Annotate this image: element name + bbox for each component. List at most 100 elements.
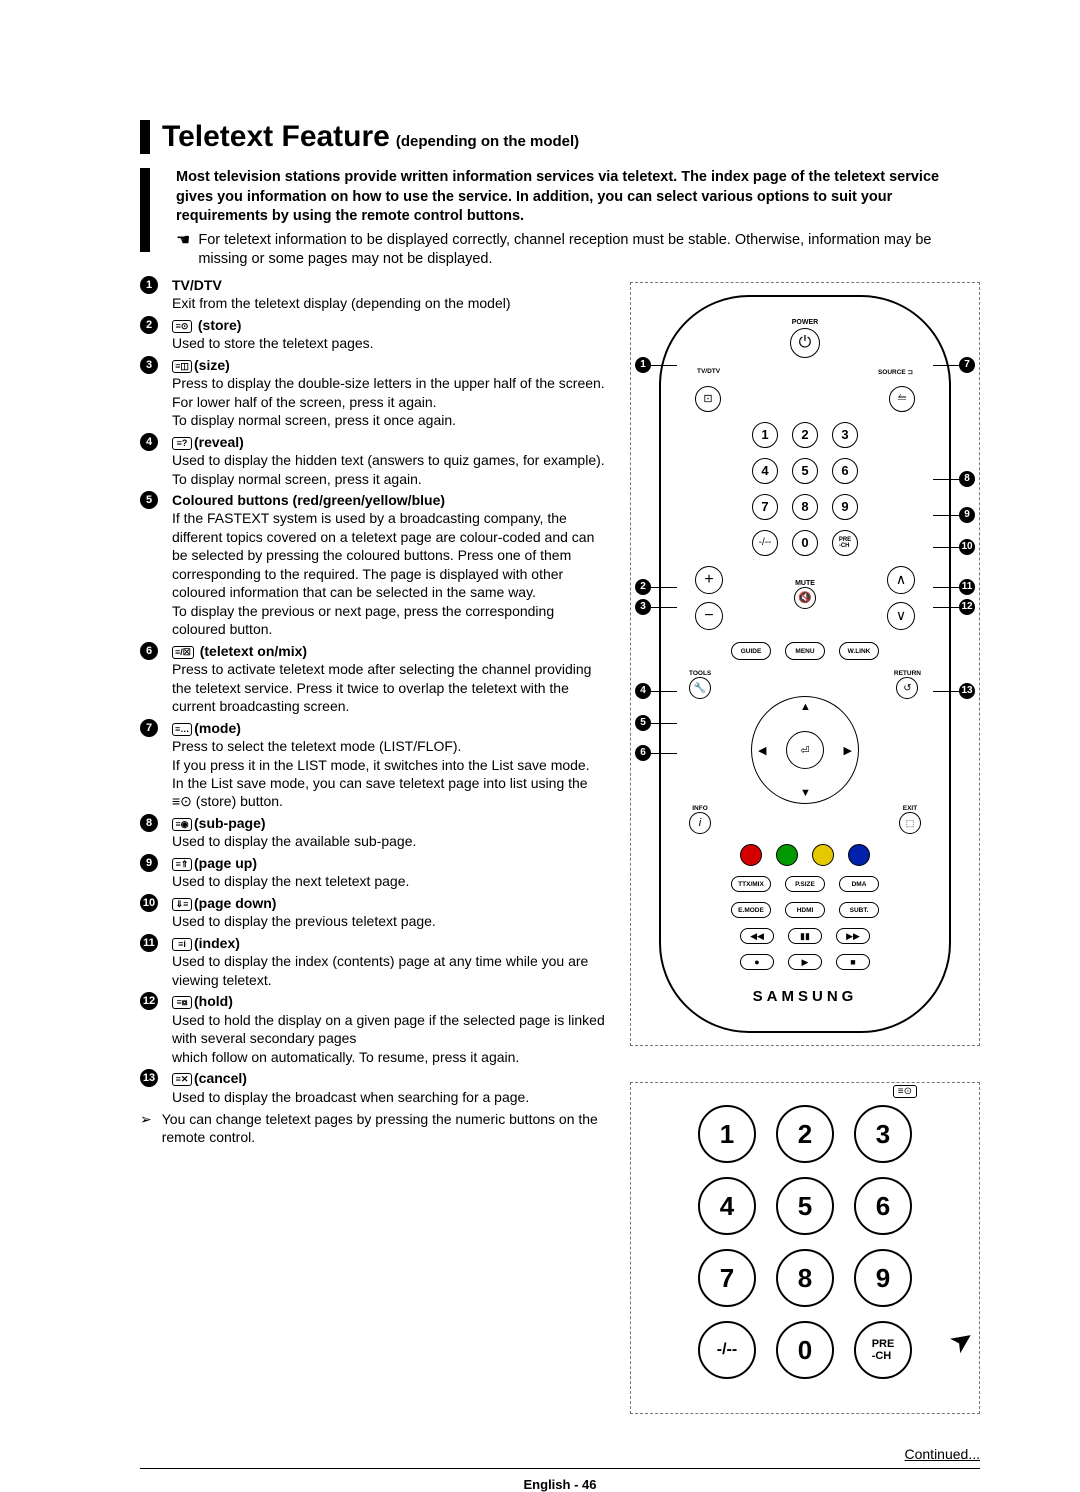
feature-title: ≡✕(cancel) (172, 1070, 247, 1086)
big-dash-button[interactable]: -/-- (698, 1321, 756, 1379)
numpad: 123 456 789 (675, 422, 935, 520)
title-sub: (depending on the model) (396, 133, 579, 150)
big-num-9-button[interactable]: 9 (854, 1249, 912, 1307)
feature-title: ⇓≡(page down) (172, 895, 276, 911)
red-button[interactable] (740, 844, 762, 866)
feature-title: ≡◉(sub-page) (172, 815, 266, 831)
power-button[interactable]: ⏻ (790, 328, 820, 358)
num-5-button[interactable]: 5 (792, 458, 818, 484)
big-num-2-button[interactable]: 2 (776, 1105, 834, 1163)
zero-button[interactable]: 0 (792, 530, 818, 556)
feature-item: TV/DTVExit from the teletext display (de… (140, 276, 610, 313)
subt-button[interactable]: SUBT. (839, 902, 879, 918)
source-button[interactable]: ⥪ (889, 386, 915, 412)
stop-button[interactable]: ■ (836, 954, 870, 970)
callout-8: 8 (959, 471, 975, 487)
mute-button[interactable]: 🔇 (794, 587, 816, 609)
big-num-4-button[interactable]: 4 (698, 1177, 756, 1235)
dma-button[interactable]: DMA (839, 876, 879, 892)
num-9-button[interactable]: 9 (832, 494, 858, 520)
intro-block: Most television stations provide written… (140, 168, 980, 270)
feature-item: ≡◫(size)Press to display the double-size… (140, 356, 610, 430)
callout-4: 4 (635, 683, 651, 699)
callout-11: 11 (959, 579, 975, 595)
feature-title: ≡⇑(page up) (172, 855, 257, 871)
blue-button[interactable] (848, 844, 870, 866)
rec-button[interactable]: ● (740, 954, 774, 970)
intro-accent (140, 168, 150, 252)
callout-9: 9 (959, 507, 975, 523)
ttxmix-button[interactable]: TTX/MIX (731, 876, 771, 892)
feature-item: ≡i(index)Used to display the index (cont… (140, 934, 610, 989)
footer-divider (140, 1468, 980, 1469)
title-bar: Teletext Feature (depending on the model… (140, 120, 980, 154)
feature-icon: ≡⊙ (172, 320, 192, 333)
big-num-8-button[interactable]: 8 (776, 1249, 834, 1307)
tools-button[interactable]: 🔧 (689, 677, 711, 699)
pause-button[interactable]: ▮▮ (788, 928, 822, 944)
prech-button[interactable]: PRE-CH (832, 530, 858, 556)
guide-button[interactable]: GUIDE (731, 642, 771, 660)
yellow-button[interactable] (812, 844, 834, 866)
num-7-button[interactable]: 7 (752, 494, 778, 520)
w.link-button[interactable]: W.LINK (839, 642, 879, 660)
big-num-5-button[interactable]: 5 (776, 1177, 834, 1235)
hdmi-button[interactable]: HDMI (785, 902, 825, 918)
feature-item: ≡⇑(page up)Used to display the next tele… (140, 854, 610, 891)
info-button[interactable]: i (689, 812, 711, 834)
num-6-button[interactable]: 6 (832, 458, 858, 484)
dash-button[interactable]: -/-- (752, 530, 778, 556)
num-8-button[interactable]: 8 (792, 494, 818, 520)
feature-item: ≡…(mode)Press to select the teletext mod… (140, 719, 610, 811)
feature-icon: ≡i (172, 938, 192, 951)
psize-button[interactable]: P.SIZE (785, 876, 825, 892)
power-label: POWER (675, 319, 935, 326)
big-num-6-button[interactable]: 6 (854, 1177, 912, 1235)
callout-5: 5 (635, 715, 651, 731)
feature-item: ≡/☒ (teletext on/mix)Press to activate t… (140, 642, 610, 716)
num-4-button[interactable]: 4 (752, 458, 778, 484)
feature-title: ≡/☒ (teletext on/mix) (172, 643, 307, 659)
remote-body: POWER ⏻ TV/DTVSOURCE ⊐ ⊡ ⥪ 123456789 -/-… (659, 295, 951, 1034)
feature-item: ≡✕(cancel)Used to display the broadcast … (140, 1069, 610, 1106)
manual-page: Teletext Feature (depending on the model… (0, 0, 1080, 1464)
feature-icon: ⇓≡ (172, 898, 192, 911)
feature-icon: ≡⧇ (172, 996, 192, 1009)
num-2-button[interactable]: 2 (792, 422, 818, 448)
num-3-button[interactable]: 3 (832, 422, 858, 448)
big-num-3-button[interactable]: 3 (854, 1105, 912, 1163)
feature-title: ≡…(mode) (172, 720, 241, 736)
feature-icon: ≡⇑ (172, 858, 192, 871)
return-button[interactable]: ↺ (896, 677, 918, 699)
ch-up-button[interactable]: ∧ (887, 566, 915, 594)
vol-down-button[interactable]: − (695, 602, 723, 630)
big-num-7-button[interactable]: 7 (698, 1249, 756, 1307)
title-main: Teletext Feature (162, 120, 390, 154)
ch-down-button[interactable]: ∨ (887, 602, 915, 630)
callout-2: 2 (635, 579, 651, 595)
feature-title: ≡⧇(hold) (172, 993, 233, 1009)
rew-button[interactable]: ◀◀ (740, 928, 774, 944)
ff-button[interactable]: ▶▶ (836, 928, 870, 944)
vol-up-button[interactable]: + (695, 566, 723, 594)
page-footer: English - 46 (140, 1477, 980, 1492)
big-zero-button[interactable]: 0 (776, 1321, 834, 1379)
menu-button[interactable]: MENU (785, 642, 825, 660)
callout-7: 7 (959, 357, 975, 373)
callout-12: 12 (959, 599, 975, 615)
feature-icon: ≡/☒ (172, 646, 194, 659)
num-1-button[interactable]: 1 (752, 422, 778, 448)
intro-note: ☚ For teletext information to be display… (176, 231, 980, 270)
green-button[interactable] (776, 844, 798, 866)
feature-icon: ≡… (172, 723, 192, 736)
tvdtv-button[interactable]: ⊡ (695, 386, 721, 412)
numpad-figure: ≡⊙ 123456789 -/-- 0 PRE-CH ➤ (630, 1082, 980, 1414)
continued-label: Continued... (140, 1446, 980, 1462)
exit-button[interactable]: ⬚ (899, 812, 921, 834)
feature-icon: ≡◉ (172, 818, 192, 831)
big-prech-button[interactable]: PRE-CH (854, 1321, 912, 1379)
play-button[interactable]: ▶ (788, 954, 822, 970)
emode-button[interactable]: E.MODE (731, 902, 771, 918)
final-note: ➢ You can change teletext pages by press… (140, 1110, 610, 1147)
big-num-1-button[interactable]: 1 (698, 1105, 756, 1163)
